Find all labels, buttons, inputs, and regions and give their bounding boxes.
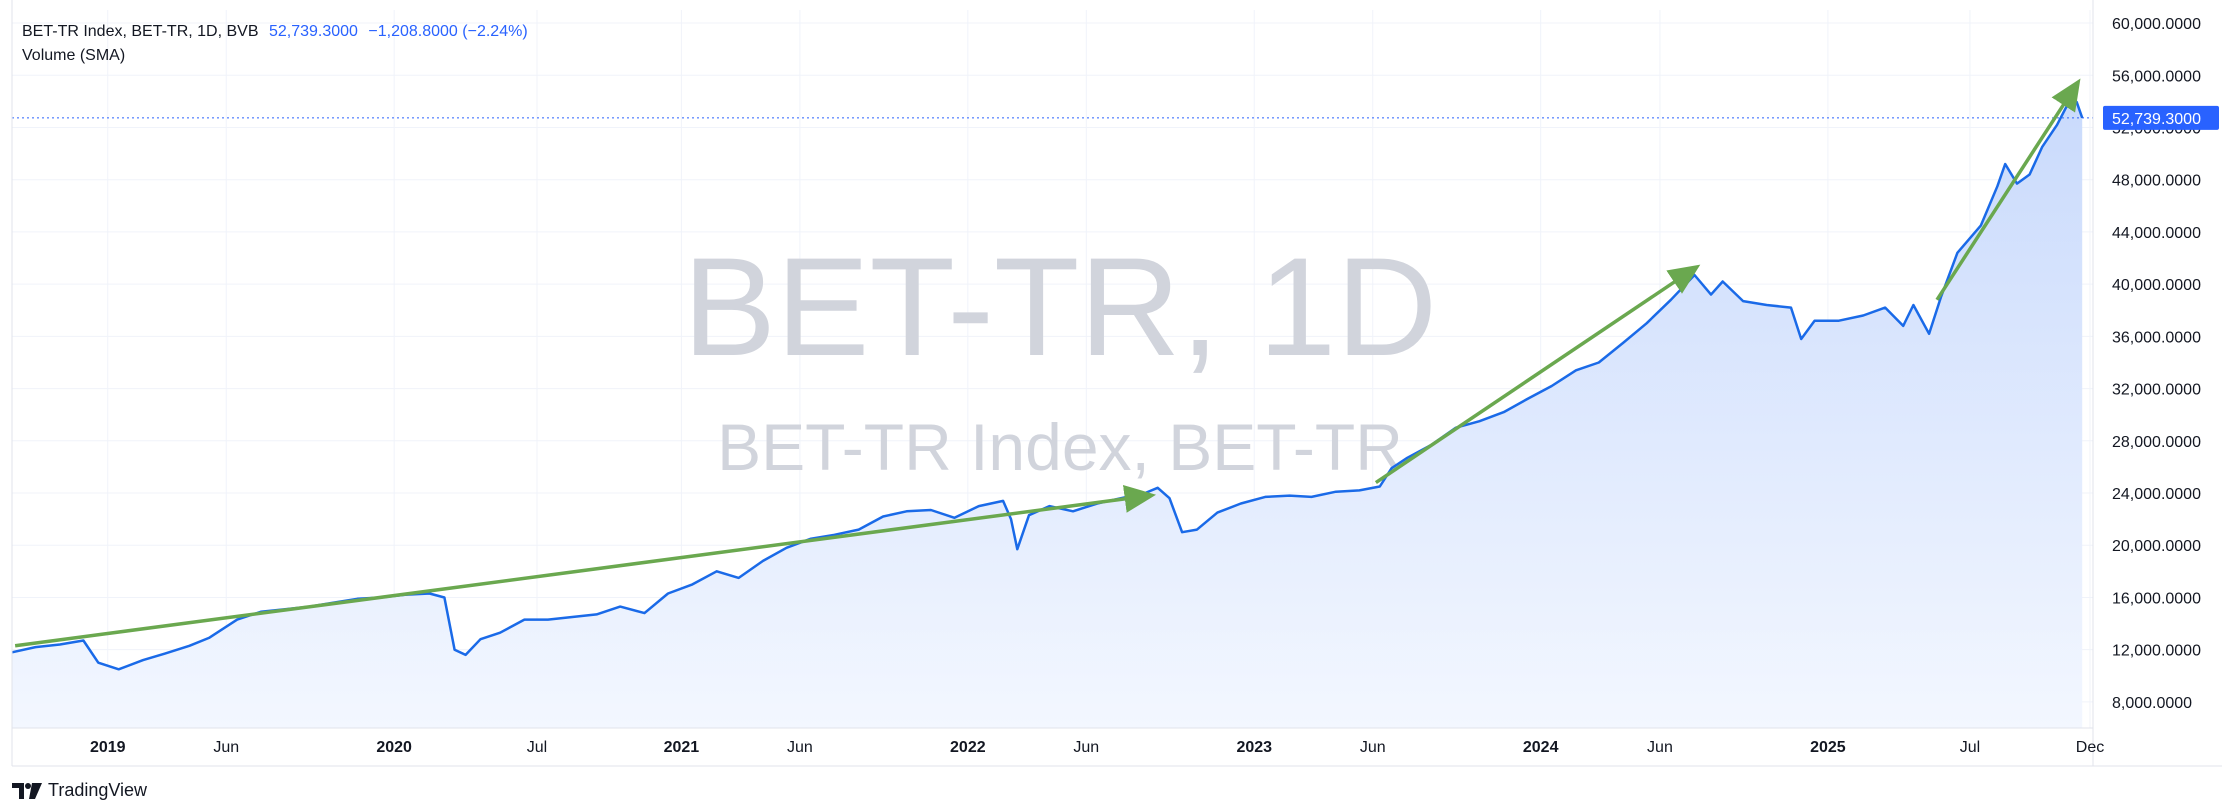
watermark: BET-TR, 1D BET-TR Index, BET-TR — [683, 228, 1438, 484]
x-tick-label: Dec — [2076, 739, 2104, 756]
last-price-tag-background — [2103, 105, 2219, 130]
y-tick-label: 16,000.0000 — [2112, 590, 2201, 607]
x-tick-label: Jun — [1073, 739, 1099, 756]
chart-legend: BET-TR Index, BET-TR, 1D, BVB 52,739.300… — [22, 20, 528, 68]
axes — [11, 0, 2222, 767]
x-tick-label: Jun — [213, 739, 239, 756]
y-tick-label: 24,000.0000 — [2112, 486, 2201, 503]
trend-arrow — [14, 484, 1157, 648]
price-area-fill — [12, 97, 2083, 728]
x-tick-label: Jun — [787, 739, 813, 756]
x-tick-label: Jun — [1360, 739, 1386, 756]
change-value: −1,208.8000 (−2.24%) — [368, 23, 528, 40]
x-tick-label: 2024 — [1523, 739, 1559, 756]
y-tick-label: 40,000.0000 — [2112, 277, 2201, 294]
y-tick-label: 28,000.0000 — [2112, 434, 2201, 451]
y-tick-label: 44,000.0000 — [2112, 225, 2201, 242]
x-tick-label: 2021 — [664, 739, 700, 756]
y-tick-label: 36,000.0000 — [2112, 329, 2201, 346]
x-tick-label: 2025 — [1810, 739, 1846, 756]
x-tick-label: 2019 — [90, 739, 126, 756]
indicator-legend-row[interactable]: Volume (SMA) — [22, 44, 528, 68]
y-tick-label: 20,000.0000 — [2112, 538, 2201, 555]
trend-arrow — [1935, 78, 2081, 301]
trend-arrow — [1374, 264, 1701, 485]
symbol-legend-row[interactable]: BET-TR Index, BET-TR, 1D, BVB 52,739.300… — [22, 20, 528, 44]
indicator-title: Volume (SMA) — [22, 47, 126, 64]
symbol-title: BET-TR Index, BET-TR, 1D, BVB — [22, 23, 259, 40]
y-tick-label: 32,000.0000 — [2112, 382, 2201, 399]
y-tick-label: 48,000.0000 — [2112, 173, 2201, 190]
tradingview-brand[interactable]: TradingView — [12, 780, 147, 801]
y-tick-label: 8,000.0000 — [2112, 695, 2192, 712]
trend-arrows — [14, 78, 2081, 648]
x-tick-label: Jun — [1647, 739, 1673, 756]
last-value: 52,739.3000 — [268, 23, 358, 40]
watermark-symbol: BET-TR, 1D — [683, 228, 1438, 385]
watermark-description: BET-TR Index, BET-TR — [717, 410, 1403, 484]
y-tick-label: 56,000.0000 — [2112, 68, 2201, 85]
y-axis-labels[interactable]: 8,000.0000 12,000.0000 16,000.0000 20,000.0… — [2112, 16, 2201, 712]
brand-name: TradingView — [48, 780, 148, 800]
x-tick-label: 2023 — [1236, 739, 1272, 756]
last-price-tag-label: 52,739.3000 — [2112, 111, 2201, 128]
x-tick-label: 2022 — [950, 739, 986, 756]
tradingview-logo-icon — [12, 782, 42, 799]
x-tick-label: 2020 — [376, 739, 412, 756]
x-tick-label: Jul — [1960, 739, 1980, 756]
y-tick-label: 12,000.0000 — [2112, 643, 2201, 660]
x-axis-labels[interactable]: 2019 Jun 2020 Jul 2021 Jun 2022 Jun 2023 Jun 2024 J… — [90, 739, 2104, 756]
y-tick-label: 60,000.0000 — [2112, 16, 2201, 33]
x-tick-label: Jul — [527, 739, 547, 756]
last-price-tag: 52,739.3000 — [2103, 105, 2219, 130]
